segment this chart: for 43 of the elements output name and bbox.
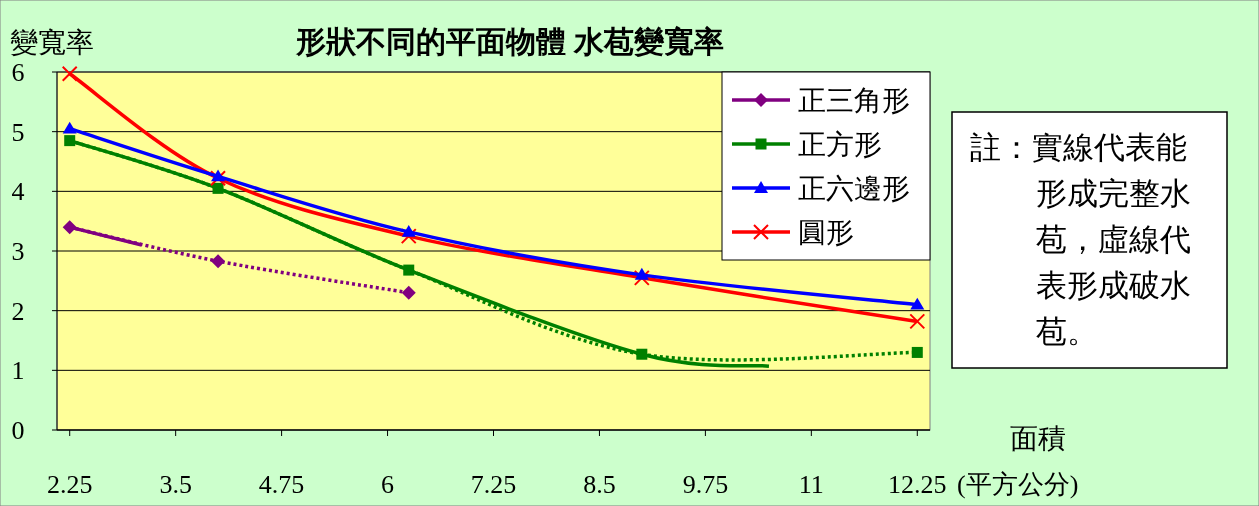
point <box>910 297 925 310</box>
point <box>212 182 224 194</box>
legend-label: 圓形 <box>798 217 854 248</box>
point <box>403 264 415 276</box>
point <box>61 65 78 82</box>
x-tick-label: 2.25 <box>46 470 93 499</box>
y-axis-title: 變寬率 <box>10 27 94 58</box>
point <box>401 285 416 300</box>
y-tick-label: 2 <box>11 296 25 326</box>
point <box>62 121 77 134</box>
x-tick-label: 11 <box>798 470 824 499</box>
legend-label: 正方形 <box>798 129 882 160</box>
chart-title: 形狀不同的平面物體 水苞變寬率 <box>295 25 724 58</box>
y-tick-label: 5 <box>11 117 25 147</box>
y-tick-label: 4 <box>11 177 25 207</box>
point <box>210 170 227 187</box>
x-axis-title: 面積 <box>1010 423 1066 454</box>
x-tick-label: 12.25 <box>888 470 947 499</box>
x-tick-label: 6 <box>381 470 395 499</box>
x-tick-label: 8.5 <box>583 470 616 499</box>
point <box>634 267 649 280</box>
text: (平方公分) <box>957 470 1079 499</box>
x-tick-label: 3.5 <box>159 470 192 499</box>
note: 註：實線代表能形成完整水苞，虛線代表形成破水苞。 <box>951 111 1228 369</box>
y-tick-label: 0 <box>11 416 25 445</box>
point <box>211 254 226 269</box>
y-tick-label: 1 <box>11 356 25 386</box>
x-tick-label: 7.25 <box>470 470 517 499</box>
legend-label: 正三角形 <box>798 85 910 116</box>
y-tick-label: 6 <box>11 58 25 87</box>
point <box>633 269 650 286</box>
point <box>909 313 926 330</box>
point <box>64 135 76 147</box>
x-tick-label: 4.75 <box>258 470 305 499</box>
point <box>62 220 77 235</box>
x-tick-label: 9.75 <box>682 470 729 499</box>
y-tick-label: 3 <box>11 237 25 266</box>
point <box>911 346 923 358</box>
point <box>400 228 417 245</box>
point <box>636 348 648 360</box>
point <box>401 224 416 237</box>
legend-label: 正六邊形 <box>798 173 910 204</box>
point <box>211 169 226 182</box>
